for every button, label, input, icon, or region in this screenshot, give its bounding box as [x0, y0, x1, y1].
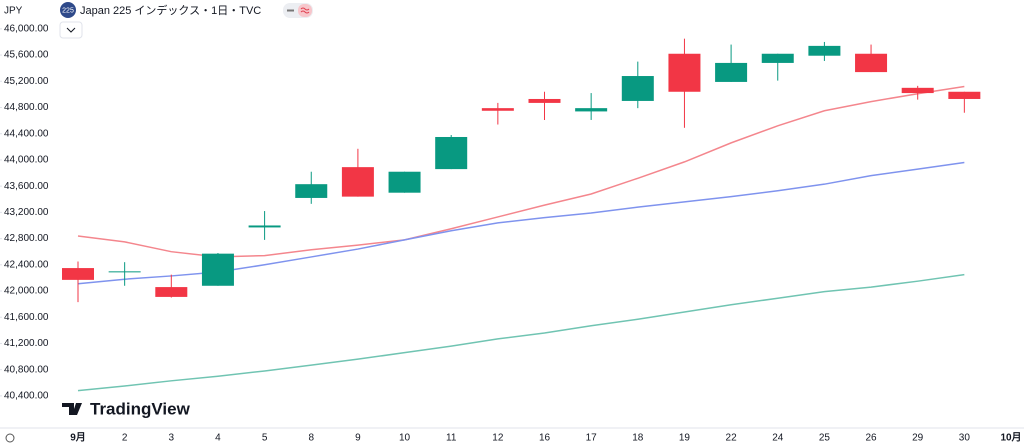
candle-body: [341, 167, 374, 197]
x-tick-label: 11: [446, 433, 457, 444]
x-tick-label: 22: [726, 433, 738, 444]
chart-title: Japan 225 インデックス・1日・TVC: [80, 3, 261, 17]
x-tick-label: 25: [819, 433, 831, 444]
y-tick-label: 43,200.00: [4, 207, 49, 218]
watermark-text: TradingView: [90, 399, 191, 418]
x-tick-label: 29: [912, 433, 924, 444]
candle-body: [575, 108, 608, 112]
x-tick-label: 10: [399, 433, 411, 444]
x-tick-label: 9: [355, 433, 361, 444]
x-tick-label: 18: [632, 433, 644, 444]
symbol-icon: [60, 2, 76, 18]
x-tick-label: 3: [169, 433, 175, 444]
x-tick-label: 17: [586, 433, 598, 444]
y-tick-label: 40,400.00: [4, 391, 49, 402]
candle-body: [715, 62, 748, 82]
candle-body: [201, 253, 234, 286]
moving-average-line: [77, 85, 965, 258]
y-tick-label: 40,800.00: [4, 364, 49, 375]
y-tick-label: 42,000.00: [4, 286, 49, 297]
x-tick-label: 2: [122, 433, 128, 444]
x-tick-label: 24: [772, 433, 784, 444]
candle-body: [388, 171, 421, 193]
candle-body: [668, 53, 701, 92]
symbol-badge: 225: [62, 7, 74, 14]
candle-body: [62, 268, 94, 280]
candle-body: [901, 87, 934, 94]
settings-icon[interactable]: [5, 433, 15, 443]
chevron-icon: [66, 27, 76, 33]
candle-body: [481, 108, 514, 111]
candle-body: [435, 136, 468, 170]
y-tick-label: 43,600.00: [4, 181, 49, 192]
candle-body: [761, 53, 794, 63]
x-tick-label: 9月: [70, 432, 86, 444]
toggle-pill-active: [298, 4, 312, 17]
collapse-button[interactable]: [59, 21, 83, 39]
y-tick-label: 44,800.00: [4, 102, 49, 113]
x-tick-label: 5: [262, 433, 268, 444]
x-tick-label: 19: [679, 433, 691, 444]
watermark: TradingView: [62, 399, 191, 418]
candle-body: [295, 184, 328, 198]
y-tick-label: 46,000.00: [4, 23, 49, 34]
y-tick-label: 42,800.00: [4, 233, 49, 244]
y-tick-label: 41,600.00: [4, 312, 49, 323]
y-tick-label: 44,400.00: [4, 128, 49, 139]
y-tick-label: 45,200.00: [4, 76, 49, 87]
x-tick-label: 4: [215, 433, 221, 444]
y-tick-label: 41,200.00: [4, 338, 49, 349]
y-tick-label: 44,000.00: [4, 155, 49, 166]
candle-body: [108, 271, 141, 273]
currency-label: JPY: [4, 6, 23, 17]
candle-body: [621, 76, 654, 101]
x-tick-label: 26: [865, 433, 877, 444]
candle-body: [948, 91, 981, 99]
x-tick-label: 10月: [1000, 432, 1021, 444]
moving-average-line: [77, 273, 965, 392]
x-tick-label: 16: [539, 433, 551, 444]
logo-icon: [62, 403, 82, 415]
x-tick-label: 30: [959, 433, 971, 444]
candle-body: [855, 53, 888, 73]
candle-body: [808, 45, 841, 56]
candle-body: [248, 225, 281, 228]
candle-body: [155, 287, 188, 297]
x-tick-label: 12: [492, 433, 504, 444]
y-tick-label: 45,600.00: [4, 50, 49, 61]
toggle-icon: [300, 7, 310, 14]
x-tick-label: 8: [308, 433, 314, 444]
y-tick-label: 42,400.00: [4, 259, 49, 270]
candle-body: [528, 98, 561, 103]
